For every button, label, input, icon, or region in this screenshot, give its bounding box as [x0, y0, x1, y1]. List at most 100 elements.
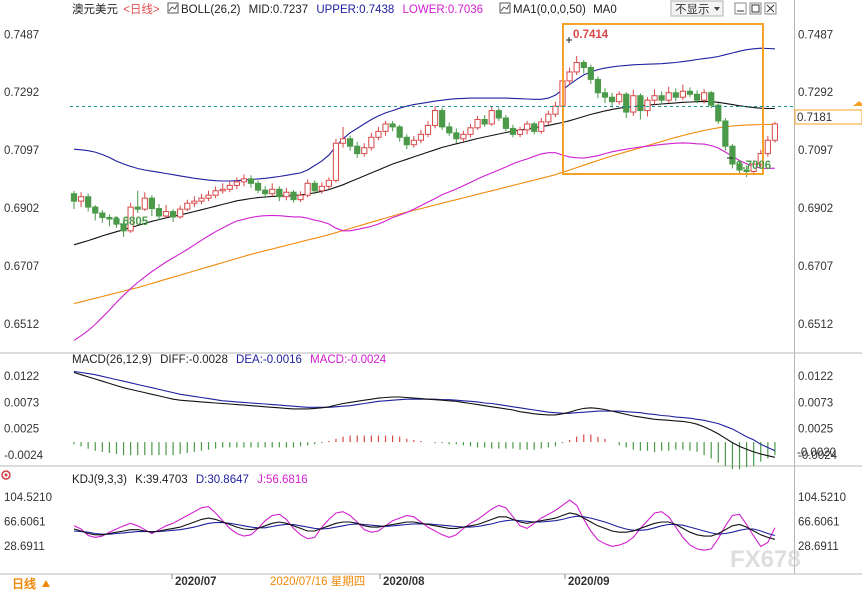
boll-lower-line [73, 142, 775, 341]
candle [318, 182, 325, 194]
candle [594, 76, 602, 99]
x-tick-labels: 2020/07 2020/08 2020/09 [171, 574, 610, 588]
period-button[interactable]: 日线 [12, 576, 50, 591]
candle [332, 138, 340, 183]
current-price-box [794, 109, 862, 125]
candle [764, 135, 771, 157]
candle [396, 124, 403, 142]
price-tick-right: 0.7292 [798, 87, 833, 99]
candle [198, 193, 205, 205]
macd-diff-value: DIFF:-0.0028 [160, 354, 228, 366]
current-price-label: 0.7181 [797, 112, 832, 124]
boll-legend-icon [167, 2, 179, 14]
candle [424, 120, 432, 138]
macd-tick-right: 0.0025 [798, 424, 833, 436]
main-legend: 澳元美元 <日线> [72, 2, 160, 16]
candle [177, 205, 184, 219]
candle [410, 135, 417, 148]
candle [276, 186, 283, 202]
candle [573, 55, 580, 75]
candle [403, 134, 410, 150]
candle [665, 86, 672, 104]
macd-tick-right: -0.0024 [798, 450, 838, 462]
candle [389, 120, 396, 132]
candle [601, 88, 609, 104]
candle [155, 204, 163, 220]
kdj-k-value: K:39.4703 [135, 474, 187, 486]
candle [736, 160, 743, 175]
candle [431, 106, 439, 129]
candle [587, 64, 594, 84]
kdj-d-value: D:30.8647 [196, 474, 249, 486]
candle [170, 209, 177, 222]
candle [743, 165, 750, 178]
macd-plot [73, 370, 776, 470]
macd-tick-right: 0.0073 [798, 397, 833, 409]
candle [729, 143, 736, 169]
candle [608, 92, 616, 108]
candle [191, 196, 198, 208]
candle [630, 89, 637, 116]
candle [85, 193, 92, 212]
dea-line [73, 370, 776, 452]
candle [516, 126, 524, 138]
kdj-settings-icon[interactable] [1, 470, 11, 480]
kdj-j-line [73, 499, 776, 551]
window-controls [734, 2, 777, 15]
candle [134, 190, 141, 214]
candle [481, 115, 488, 127]
x-tick-label: 2020/08 [383, 576, 425, 588]
minimize-button[interactable] [734, 2, 747, 15]
candle [382, 120, 389, 136]
boll-mid-value: MID:0.7237 [249, 4, 308, 16]
candle [311, 180, 318, 195]
macd-dea-value: DEA:-0.0016 [236, 354, 302, 366]
candle [290, 190, 297, 203]
candle [750, 160, 757, 174]
candle [509, 124, 517, 138]
candle [247, 175, 255, 188]
candle [304, 179, 311, 198]
close-icon [766, 4, 775, 13]
macd-tick-right: 0.0122 [798, 371, 833, 383]
price-tick-right: 0.7097 [798, 145, 833, 157]
price-tick-right: 0.6512 [798, 319, 833, 331]
maximize-button[interactable] [749, 2, 762, 15]
watermark: FX678 [730, 546, 801, 573]
high-marker-icon [566, 37, 572, 43]
candle [679, 84, 686, 101]
boll-upper-value: UPPER:0.7438 [316, 4, 394, 16]
macd-tick-left: 0.0025 [4, 424, 39, 436]
candle [651, 89, 658, 105]
candle [686, 87, 694, 98]
candle [269, 183, 276, 197]
candle [184, 199, 191, 211]
price-tick-right: 0.6902 [798, 203, 833, 215]
candle [262, 186, 269, 199]
kdj-plot [73, 499, 776, 551]
candle [283, 187, 290, 201]
candle [113, 216, 120, 228]
candle [616, 91, 623, 105]
low-price-label-right: 0.7006 [736, 160, 771, 172]
diff-line [73, 371, 776, 458]
macd-legend: MACD(26,12,9) DIFF:-0.0028 DEA:-0.0016 M… [72, 354, 387, 366]
candle [552, 101, 559, 118]
candle [219, 183, 226, 194]
candle [233, 177, 240, 190]
close-button[interactable] [764, 2, 777, 15]
candle [538, 117, 545, 134]
kdj-tick-left: 66.6061 [4, 517, 46, 529]
candle [446, 122, 453, 136]
candle [439, 107, 446, 130]
boll-lower-value: LOWER:0.7036 [403, 4, 484, 16]
current-price-arrow-icon [853, 101, 862, 106]
candle [70, 190, 78, 210]
hide-indicator-button[interactable]: 不显示 [670, 0, 724, 17]
candle [205, 190, 212, 202]
high-price-label: 0.7414 [573, 29, 609, 41]
x-tick-label: 2020/07 [175, 576, 217, 588]
maximize-icon [751, 4, 760, 13]
ma50-line [73, 123, 775, 305]
